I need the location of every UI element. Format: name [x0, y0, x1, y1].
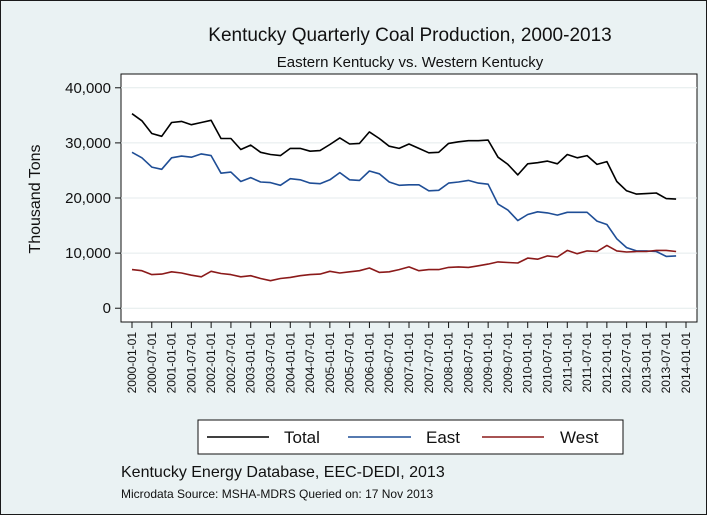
x-tick-label: 2008-01-01	[442, 332, 456, 394]
x-tick-label: 2013-01-01	[639, 332, 653, 394]
x-tick-label: 2006-01-01	[362, 332, 376, 394]
y-tick-label: 40,000	[65, 80, 111, 97]
x-axis: 2000-01-01 2000-07-01 2001-01-01 2001-07-01…	[125, 322, 693, 393]
x-tick-label: 2009-07-01	[501, 332, 515, 394]
microdata-note: Microdata Source: MSHA-MDRS Queried on: …	[121, 487, 433, 501]
x-tick-label: 2002-07-01	[224, 332, 238, 394]
x-tick-label: 2003-01-01	[244, 332, 258, 394]
x-tick-label: 2004-07-01	[303, 332, 317, 394]
x-tick-label: 2007-07-01	[422, 332, 436, 394]
x-tick-label: 2010-07-01	[541, 332, 555, 394]
x-tick-label: 2012-07-01	[620, 332, 634, 394]
legend-label-total: Total	[284, 428, 320, 447]
y-tick-label: 10,000	[65, 245, 111, 262]
series-line-west	[131, 244, 677, 282]
x-tick-label: 2012-01-01	[600, 332, 614, 394]
x-tick-label: 2002-01-01	[204, 332, 218, 394]
x-tick-label: 2011-07-01	[580, 332, 594, 393]
source-note: Kentucky Energy Database, EEC-DEDI, 2013	[121, 464, 445, 481]
x-tick-label: 2003-07-01	[264, 332, 278, 394]
x-tick-label: 2004-01-01	[283, 332, 297, 394]
series-lines	[131, 113, 677, 282]
series-line-total	[131, 113, 677, 200]
legend-label-east: East	[426, 428, 460, 447]
y-tick-label: 30,000	[65, 135, 111, 152]
x-tick-label: 2006-07-01	[382, 332, 396, 394]
x-tick-label: 2000-07-01	[145, 332, 159, 394]
y-tick-label: 20,000	[65, 190, 111, 207]
chart-title: Kentucky Quarterly Coal Production, 2000…	[208, 25, 611, 46]
legend-label-west: West	[560, 428, 599, 447]
x-tick-label: 2001-01-01	[165, 332, 179, 394]
x-tick-label: 2007-01-01	[402, 332, 416, 394]
x-tick-label: 2008-07-01	[461, 332, 475, 394]
gridlines	[121, 87, 697, 309]
y-tick-label: 0	[103, 300, 111, 317]
x-tick-label: 2001-07-01	[184, 332, 198, 394]
x-tick-label: 2005-01-01	[323, 332, 337, 394]
x-tick-label: 2013-07-01	[659, 332, 673, 394]
x-tick-label: 2005-07-01	[343, 332, 357, 394]
y-axis: 0 10,000 20,000 30,000 40,000	[65, 80, 121, 317]
x-tick-label: 2014-01-01	[679, 332, 693, 394]
series-line-east	[131, 151, 677, 258]
chart-subtitle: Eastern Kentucky vs. Western Kentucky	[277, 54, 544, 71]
x-tick-label: 2000-01-01	[125, 332, 139, 394]
x-tick-label: 2010-01-01	[521, 332, 535, 394]
y-axis-label: Thousand Tons	[27, 144, 44, 253]
legend: Total East West	[197, 419, 624, 455]
x-tick-label: 2011-01-01	[560, 332, 574, 393]
x-tick-label: 2009-01-01	[481, 332, 495, 394]
